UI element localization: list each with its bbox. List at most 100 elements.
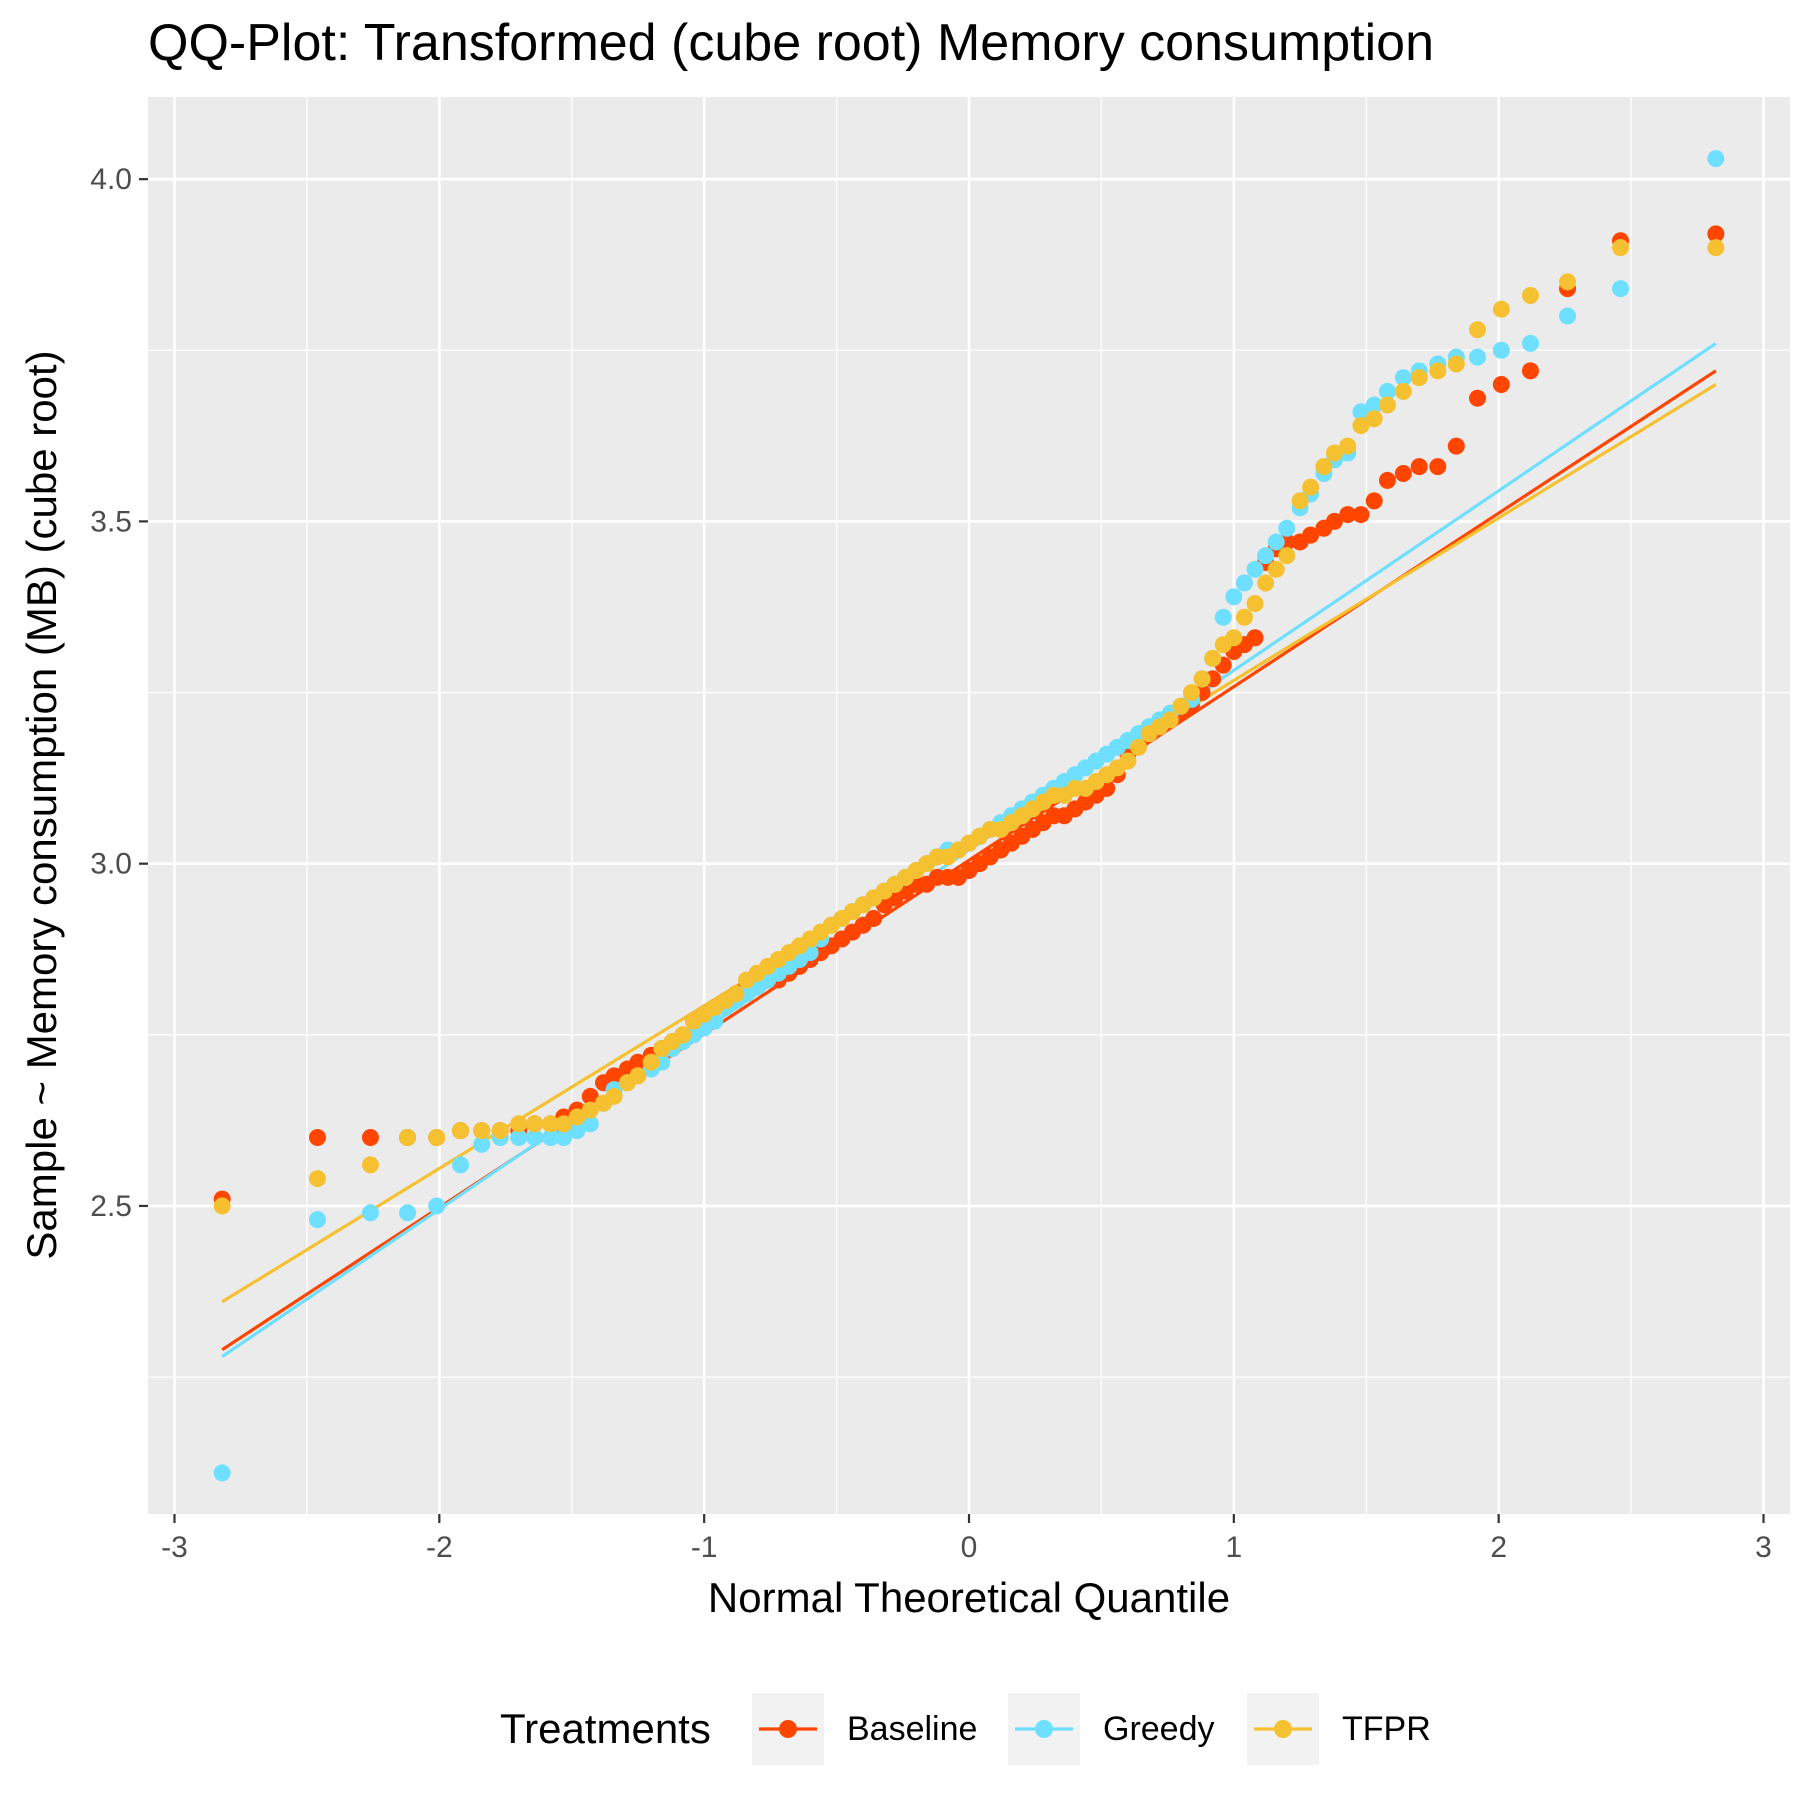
data-point-tfpr	[1365, 410, 1383, 428]
data-point-tfpr	[1225, 629, 1243, 647]
x-tick-label: -2	[426, 1531, 453, 1564]
data-point-tfpr	[1193, 670, 1211, 688]
data-point-tfpr	[399, 1129, 417, 1147]
data-point-tfpr	[1257, 574, 1275, 592]
data-point-greedy	[1352, 403, 1370, 421]
data-point-greedy	[555, 1129, 573, 1147]
data-point-tfpr	[428, 1129, 446, 1147]
data-point-tfpr	[1267, 560, 1285, 578]
data-point-greedy	[1559, 307, 1577, 325]
data-point-greedy	[1214, 608, 1232, 626]
data-point-tfpr	[581, 1101, 599, 1119]
data-point-greedy	[1225, 588, 1243, 606]
data-point-tfpr	[1394, 382, 1412, 400]
data-point-tfpr	[1378, 396, 1396, 414]
data-point-baseline	[1352, 506, 1370, 524]
x-tick-label: 2	[1490, 1531, 1507, 1564]
data-point-baseline	[581, 1087, 599, 1105]
data-point-tfpr	[1352, 417, 1370, 435]
data-point-greedy	[399, 1204, 417, 1222]
data-point-baseline	[605, 1067, 623, 1085]
data-point-baseline	[1492, 376, 1510, 394]
data-point-greedy	[473, 1135, 491, 1153]
data-point-greedy	[510, 1129, 528, 1147]
sample-points	[213, 150, 1725, 1482]
data-point-baseline	[1521, 362, 1539, 380]
data-point-tfpr	[1119, 752, 1137, 770]
data-point-greedy	[1612, 280, 1630, 298]
data-point-baseline	[1447, 437, 1465, 455]
data-point-tfpr	[642, 1053, 660, 1071]
legend-key-point	[1274, 1720, 1292, 1738]
data-point-tfpr	[1447, 355, 1465, 373]
data-point-greedy	[1492, 341, 1510, 359]
data-point-tfpr	[1315, 458, 1333, 476]
data-point-greedy	[1378, 382, 1396, 400]
data-point-tfpr	[1204, 649, 1222, 667]
data-point-baseline	[865, 909, 883, 927]
data-point-tfpr	[1521, 287, 1539, 305]
data-point-greedy	[1257, 547, 1275, 565]
data-point-tfpr	[555, 1115, 573, 1133]
data-point-baseline	[1468, 389, 1486, 407]
data-point-baseline	[1394, 464, 1412, 482]
data-point-greedy	[526, 1129, 544, 1147]
data-point-tfpr	[1302, 478, 1320, 496]
data-point-tfpr	[1235, 608, 1253, 626]
data-point-tfpr	[1339, 437, 1357, 455]
data-point-tfpr	[1182, 684, 1200, 702]
data-point-tfpr	[629, 1067, 647, 1085]
data-point-greedy	[1394, 369, 1412, 387]
y-tick-label: 2.5	[90, 1190, 132, 1223]
legend-label-greedy: Greedy	[1103, 1710, 1215, 1748]
data-point-tfpr	[308, 1170, 326, 1188]
data-point-tfpr	[473, 1122, 491, 1140]
data-point-baseline	[1339, 506, 1357, 524]
data-point-greedy	[1278, 519, 1296, 537]
y-tick-label: 3.0	[90, 848, 132, 881]
data-point-tfpr	[213, 1197, 231, 1215]
x-tick-label: 1	[1225, 1531, 1242, 1564]
data-point-tfpr	[1707, 239, 1725, 257]
data-point-baseline	[1246, 629, 1264, 647]
data-point-tfpr	[1291, 492, 1309, 510]
data-point-tfpr	[605, 1087, 623, 1105]
legend-key-tfpr	[1247, 1693, 1319, 1765]
data-point-baseline	[1429, 458, 1447, 476]
y-tick-label: 4.0	[90, 163, 132, 196]
x-tick-label: -1	[691, 1531, 718, 1564]
data-point-tfpr	[1278, 547, 1296, 565]
data-point-greedy	[452, 1156, 470, 1174]
data-point-greedy	[308, 1211, 326, 1229]
data-point-baseline	[1325, 512, 1343, 530]
data-point-tfpr	[510, 1115, 528, 1133]
data-point-tfpr	[542, 1115, 560, 1133]
data-point-greedy	[581, 1115, 599, 1133]
legend: Treatments Baseline Greedy TFPR	[500, 1693, 1431, 1765]
y-tick-label: 3.5	[90, 505, 132, 538]
legend-key-point	[779, 1720, 797, 1738]
data-point-tfpr	[526, 1115, 544, 1133]
axes: -3 -2 -1 0 1 2 3 2.5 3.0 3.5 4.0	[90, 163, 1772, 1564]
data-point-greedy	[1267, 533, 1285, 551]
data-point-tfpr	[727, 985, 745, 1003]
data-point-tfpr	[674, 1026, 692, 1044]
data-point-greedy	[1365, 396, 1383, 414]
data-point-tfpr	[1172, 697, 1190, 715]
data-point-tfpr	[452, 1122, 470, 1140]
data-point-tfpr	[1468, 321, 1486, 339]
data-point-greedy	[1468, 348, 1486, 366]
data-point-baseline	[1707, 225, 1725, 243]
data-point-baseline	[1302, 526, 1320, 544]
data-point-tfpr	[1559, 273, 1577, 291]
x-tick-label: -3	[161, 1531, 188, 1564]
data-point-baseline	[1410, 458, 1428, 476]
data-point-greedy	[1235, 574, 1253, 592]
chart-title: QQ-Plot: Transformed (cube root) Memory …	[148, 14, 1434, 72]
legend-key-point	[1035, 1720, 1053, 1738]
grid-lines	[148, 97, 1790, 1514]
data-point-greedy	[1707, 150, 1725, 168]
data-point-greedy	[213, 1464, 231, 1482]
y-axis-title: Sample ~ Memory consumption (MB) (cube r…	[18, 350, 65, 1259]
